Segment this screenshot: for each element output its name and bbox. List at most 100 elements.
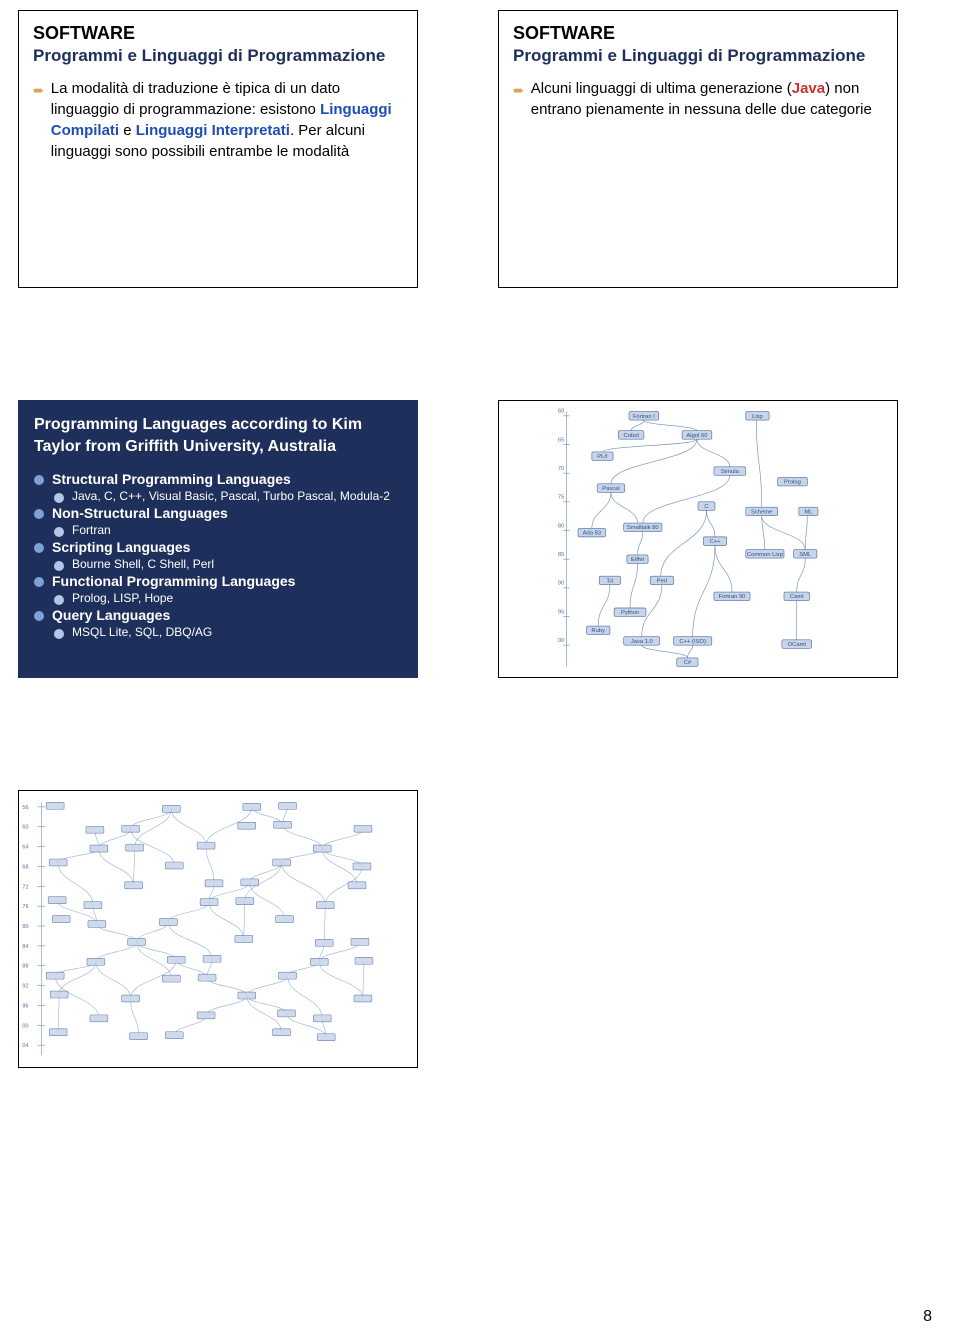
bullet-dot-icon (34, 475, 44, 485)
list-sub: Java, C, C++, Visual Basic, Pascal, Turb… (72, 489, 390, 503)
list-item: Non-Structural Languages (34, 505, 402, 521)
page-number: 8 (923, 1308, 932, 1326)
diagram-large-svg: 56 60 64 68 72 76 80 84 88 92 96 00 04 (19, 791, 417, 1067)
slide1-bullet: ➨ La modalità di traduzione è tipica di … (33, 78, 403, 162)
list-item: Functional Programming Languages (34, 573, 402, 589)
bullet-dot-icon (54, 493, 64, 503)
svg-text:C++: C++ (709, 539, 721, 545)
svg-text:85: 85 (558, 552, 564, 558)
svg-text:00: 00 (22, 1023, 28, 1029)
svg-text:Java 1.0: Java 1.0 (631, 639, 654, 645)
svg-text:96: 96 (22, 1003, 28, 1009)
list-label: Scripting Languages (52, 539, 190, 555)
svg-text:90: 90 (558, 581, 565, 587)
svg-text:Scheme: Scheme (751, 509, 772, 515)
svg-text:Ruby: Ruby (591, 628, 605, 634)
diagram-small-svg: 60 65 70 75 80 85 90 95 00 Fortran I Lisp Cobol Alg… (499, 401, 897, 677)
bullet-dot-icon (34, 611, 44, 621)
svg-text:Prolog: Prolog (784, 480, 801, 486)
svg-text:Lisp: Lisp (752, 414, 763, 420)
list-label: Query Languages (52, 607, 170, 623)
svg-text:C: C (704, 504, 708, 510)
svg-text:OCaml: OCaml (788, 642, 806, 648)
slide2-bullet: ➨ Alcuni linguaggi di ultima generazione… (513, 78, 883, 120)
slide1-title: SOFTWARE (33, 23, 403, 44)
svg-text:68: 68 (22, 864, 28, 870)
slide1-mid: e (119, 122, 136, 139)
list-sub: MSQL Lite, SQL, DBQ/AG (72, 625, 212, 639)
svg-text:80: 80 (558, 523, 565, 529)
list-item: Structural Programming Languages (34, 471, 402, 487)
list-label: Non-Structural Languages (52, 505, 228, 521)
svg-text:00: 00 (558, 638, 565, 644)
svg-text:70: 70 (558, 466, 565, 472)
list-subitem: MSQL Lite, SQL, DBQ/AG (54, 625, 402, 639)
svg-text:72: 72 (22, 884, 28, 890)
diagram-small: 60 65 70 75 80 85 90 95 00 Fortran I Lisp Cobol Alg… (498, 400, 898, 678)
arrow-icon: ➨ (33, 81, 45, 101)
bullet-dot-icon (54, 561, 64, 571)
list-label: Structural Programming Languages (52, 471, 291, 487)
bullet-dot-icon (34, 509, 44, 519)
svg-text:60: 60 (22, 825, 28, 831)
svg-text:Caml: Caml (790, 594, 804, 600)
svg-text:Python: Python (621, 610, 639, 616)
svg-text:76: 76 (22, 904, 28, 910)
arrow-icon: ➨ (513, 81, 525, 101)
svg-text:Fortran I: Fortran I (633, 414, 655, 420)
svg-text:Ada 83: Ada 83 (583, 531, 601, 537)
list-subitem: Bourne Shell, C Shell, Perl (54, 557, 402, 571)
list-sub: Fortran (72, 523, 111, 537)
bullet-dot-icon (34, 543, 44, 553)
svg-text:75: 75 (558, 495, 564, 501)
svg-text:Pascal: Pascal (602, 486, 620, 492)
list-sub: Bourne Shell, C Shell, Perl (72, 557, 214, 571)
slide1-subtitle: Programmi e Linguaggi di Programmazione (33, 46, 403, 66)
slide2-red: Java (792, 80, 825, 97)
svg-text:SML: SML (799, 552, 812, 558)
svg-text:95: 95 (558, 609, 564, 615)
svg-text:Smalltalk 80: Smalltalk 80 (627, 525, 660, 531)
svg-text:88: 88 (22, 964, 28, 970)
list-label: Functional Programming Languages (52, 573, 295, 589)
list-item: Scripting Languages (34, 539, 402, 555)
list-sub: Prolog, LISP, Hope (72, 591, 173, 605)
svg-text:64: 64 (22, 845, 28, 851)
slide2-title: SOFTWARE (513, 23, 883, 44)
slide2-pre: Alcuni linguaggi di ultima generazione ( (531, 80, 792, 97)
svg-text:Tcl: Tcl (606, 578, 613, 584)
list-subitem: Java, C, C++, Visual Basic, Pascal, Turb… (54, 489, 402, 503)
diagram-large: 56 60 64 68 72 76 80 84 88 92 96 00 04 (18, 790, 418, 1068)
slide1-blue2: Linguaggi Interpretati (136, 122, 290, 139)
svg-text:Algol 60: Algol 60 (686, 433, 708, 439)
svg-text:Perl: Perl (657, 578, 667, 584)
slide3-list: Structural Programming Languages Java, C,… (34, 471, 402, 639)
slide-software-1: SOFTWARE Programmi e Linguaggi di Progra… (18, 10, 418, 288)
slide-prog-langs: Programming Languages according to Kim T… (18, 400, 418, 678)
svg-text:Cobol: Cobol (624, 433, 639, 439)
svg-text:Common Lisp: Common Lisp (747, 552, 783, 558)
svg-text:Simula: Simula (721, 469, 740, 475)
svg-text:80: 80 (22, 924, 28, 930)
svg-text:84: 84 (22, 944, 28, 950)
bullet-dot-icon (54, 527, 64, 537)
svg-text:ML: ML (804, 509, 813, 515)
slide3-title: Programming Languages according to Kim T… (34, 414, 402, 457)
slide1-pre: La modalità di traduzione è tipica di un… (51, 80, 340, 118)
slide-software-2: SOFTWARE Programmi e Linguaggi di Progra… (498, 10, 898, 288)
bullet-dot-icon (54, 629, 64, 639)
slide2-subtitle: Programmi e Linguaggi di Programmazione (513, 46, 883, 66)
svg-text:C++ (ISO): C++ (ISO) (679, 639, 706, 645)
slide2-text: Alcuni linguaggi di ultima generazione (… (531, 78, 883, 120)
svg-text:60: 60 (558, 409, 565, 415)
list-subitem: Prolog, LISP, Hope (54, 591, 402, 605)
bullet-dot-icon (34, 577, 44, 587)
svg-text:Eiffel: Eiffel (631, 557, 644, 563)
svg-text:Fortran 90: Fortran 90 (719, 594, 747, 600)
list-subitem: Fortran (54, 523, 402, 537)
svg-text:92: 92 (22, 984, 28, 990)
svg-text:04: 04 (22, 1043, 28, 1049)
list-item: Query Languages (34, 607, 402, 623)
svg-text:56: 56 (22, 805, 28, 811)
svg-text:65: 65 (558, 437, 564, 443)
